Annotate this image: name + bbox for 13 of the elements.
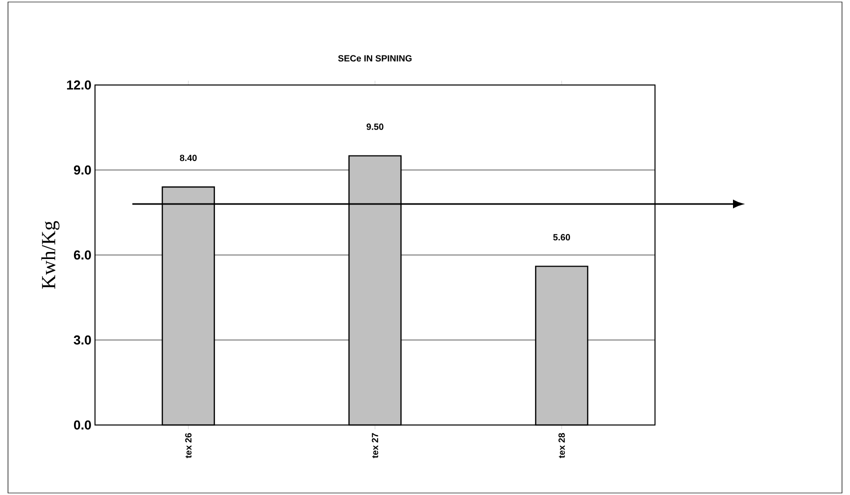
- chart-title: SECe IN SPINING: [338, 55, 412, 62]
- y-tick-label: 0.0: [74, 420, 91, 430]
- x-tick-label: tex 28: [558, 433, 565, 458]
- y-tick-label: 12.0: [67, 80, 91, 90]
- x-tick-label: tex 27: [372, 433, 378, 458]
- data-label: 8.40: [180, 154, 197, 162]
- y-tick-label: 9.0: [74, 165, 91, 175]
- data-label: 5.60: [553, 234, 570, 240]
- data-label: 9.50: [366, 124, 384, 130]
- y-tick-label: 3.0: [74, 335, 91, 345]
- y-tick-label: 6.0: [74, 250, 91, 260]
- y-axis-title: Kwh/Kg: [41, 221, 60, 289]
- x-tick-label: tex 26: [185, 433, 192, 458]
